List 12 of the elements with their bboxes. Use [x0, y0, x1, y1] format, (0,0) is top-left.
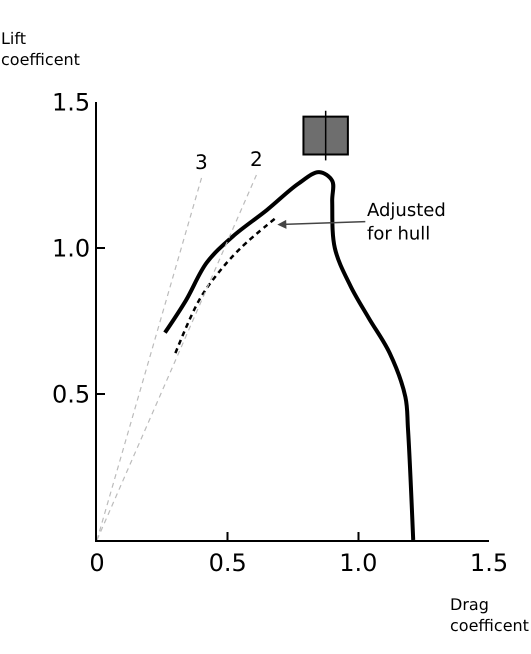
y-tick-label: 1.0 [52, 234, 90, 262]
x-tick-label: 0 [89, 548, 105, 577]
y-tick-label: 0.5 [52, 380, 90, 408]
y-axis-title: Lift coefficent [1, 29, 80, 69]
x-tick-label: 1.0 [339, 548, 378, 577]
series-label: 3 [195, 150, 208, 174]
x-tick-label: 0.5 [208, 548, 247, 577]
x-axis-title: Drag coefficent [450, 595, 529, 635]
series-label: 2 [250, 147, 263, 171]
y-tick-label: 1.5 [52, 88, 90, 116]
annotation: Adjusted for hull [367, 200, 446, 244]
x-tick-label: 1.5 [470, 548, 508, 577]
